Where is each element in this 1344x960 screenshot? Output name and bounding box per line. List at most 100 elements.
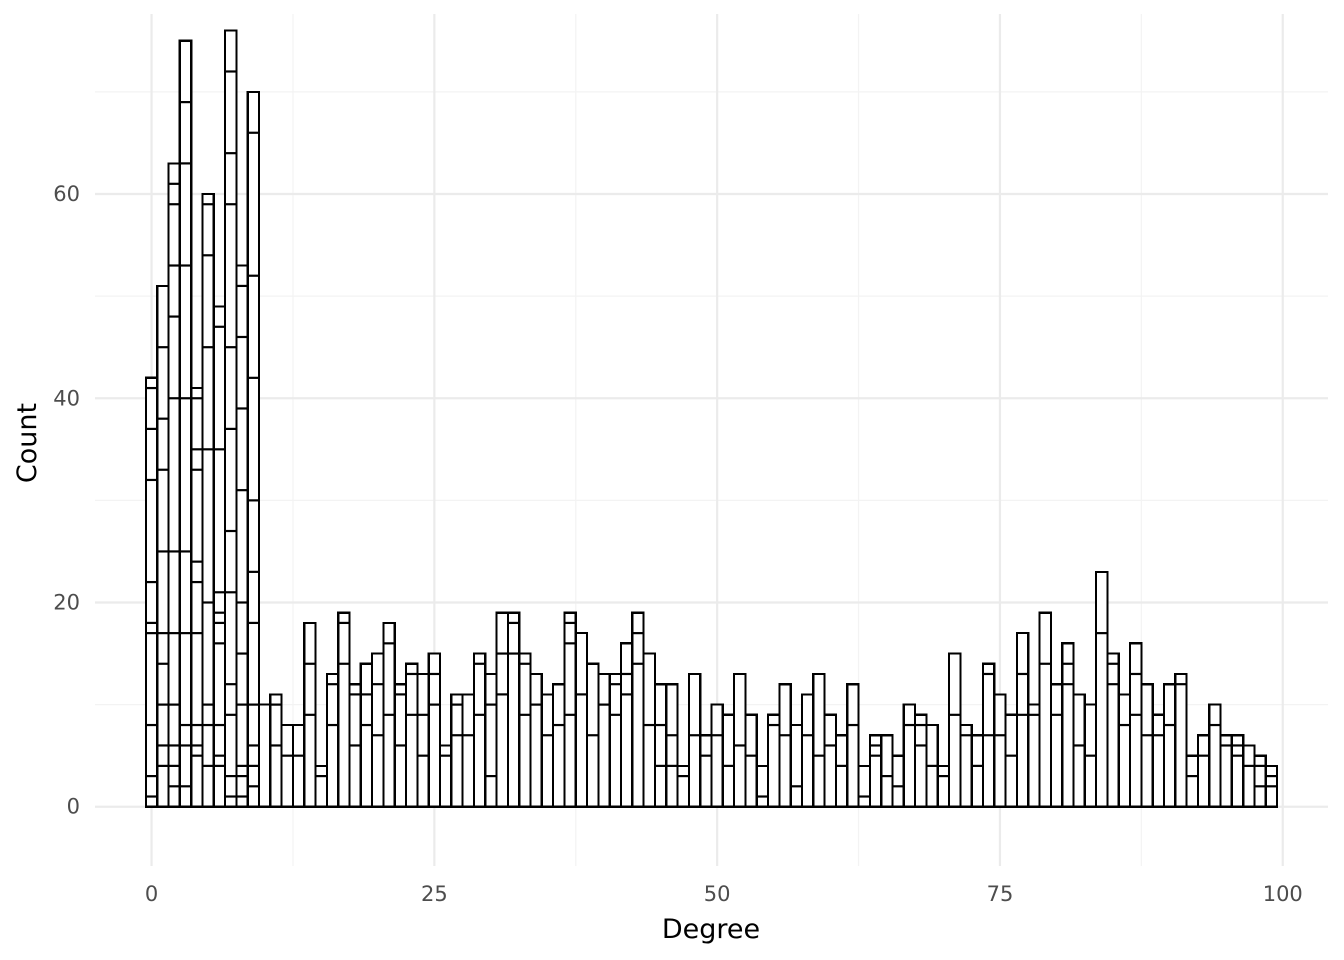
histogram-bar <box>959 723 973 808</box>
histogram-bar <box>619 642 634 808</box>
histogram-bar <box>1162 683 1177 808</box>
histogram-bar <box>1253 754 1267 808</box>
bar-rect <box>846 683 860 808</box>
bar-rect <box>518 652 532 808</box>
histogram-bar <box>1242 744 1256 808</box>
bar-rect <box>506 611 521 808</box>
histogram-bar <box>1140 683 1154 808</box>
histogram-bar <box>936 764 951 808</box>
y-tick-label: 20 <box>53 590 80 614</box>
y-tick-label: 60 <box>53 182 80 206</box>
histogram-bar <box>823 713 838 808</box>
bar-rect <box>857 764 871 808</box>
x-axis-title: Degree <box>662 914 760 945</box>
bar-rect <box>812 672 826 808</box>
x-tick-label: 0 <box>145 882 158 906</box>
histogram-bar <box>518 652 532 808</box>
bar-rect <box>1038 611 1052 808</box>
histogram-bar <box>778 683 792 808</box>
histogram-bar <box>608 672 623 808</box>
histogram-bar <box>1264 764 1279 808</box>
bar-rect <box>721 713 736 808</box>
bar-rect <box>223 29 238 808</box>
bar-rect <box>529 672 543 808</box>
bar-rect <box>1253 754 1267 808</box>
histogram-bar <box>574 632 589 808</box>
bar-rect <box>246 90 261 808</box>
histogram-bar <box>1004 713 1019 808</box>
bar-rect <box>993 693 1007 808</box>
x-tick-label: 75 <box>987 882 1014 906</box>
bar-rect <box>1185 754 1200 808</box>
bar-rect <box>359 662 374 808</box>
histogram-bar <box>1185 754 1200 808</box>
histogram-bar <box>223 29 238 808</box>
histogram-bar <box>1151 713 1166 808</box>
histogram-bar <box>1095 570 1109 808</box>
histogram-bar <box>1038 611 1052 808</box>
bar-rect <box>665 683 679 808</box>
bar-rect <box>427 652 442 808</box>
y-axis-title: Count <box>12 403 43 483</box>
histogram-bar <box>190 386 204 808</box>
histogram-bar <box>665 683 679 808</box>
histogram-bar <box>393 683 408 808</box>
bar-rect <box>1015 632 1030 808</box>
histogram-bar <box>348 683 362 808</box>
histogram-bar <box>834 734 849 808</box>
histogram-bar <box>914 713 928 808</box>
histogram-bar <box>699 734 713 808</box>
histogram-bar <box>721 713 736 808</box>
histogram-bar <box>733 672 747 808</box>
bar-rect <box>325 672 340 808</box>
histogram-bar <box>201 192 215 808</box>
bar-rect <box>540 693 555 808</box>
histogram-bar <box>970 734 985 808</box>
histogram-bar <box>868 734 883 808</box>
bar-rect <box>608 672 623 808</box>
histogram-bar <box>1219 734 1233 808</box>
histogram-bar <box>280 723 295 808</box>
histogram-bar <box>744 713 758 808</box>
bar-rect <box>653 683 668 808</box>
bar-rect <box>1072 693 1086 808</box>
bar-rect <box>1140 683 1154 808</box>
histogram-bar <box>484 672 498 808</box>
histogram-bar <box>1128 642 1143 808</box>
histogram-bar <box>529 672 543 808</box>
bar-rect <box>280 723 295 808</box>
histogram-bar <box>269 693 283 808</box>
histogram-bar <box>552 683 566 808</box>
bar-rect <box>1162 683 1177 808</box>
bar-rect <box>190 386 204 808</box>
bar-rect <box>178 39 193 808</box>
bar-rect <box>1004 713 1019 808</box>
histogram-bar <box>1174 672 1188 808</box>
histogram-bar <box>687 672 702 808</box>
bar-rect <box>710 703 724 808</box>
bar-rect <box>269 693 283 808</box>
bar-rect <box>404 662 419 808</box>
bar-rect <box>1106 652 1120 808</box>
histogram-bar <box>857 764 871 808</box>
bar-rect <box>744 713 758 808</box>
bar-rect <box>902 703 917 808</box>
bar-rect <box>1117 693 1132 808</box>
histogram-bar <box>212 305 227 808</box>
histogram-bar <box>1196 734 1211 808</box>
bar-rect <box>597 672 611 808</box>
histogram-bar <box>438 744 453 808</box>
histogram-bar <box>1027 703 1041 808</box>
histogram-bar <box>631 611 645 808</box>
histogram-bar <box>461 693 476 808</box>
bar-rect <box>676 764 690 808</box>
bar-rect <box>416 672 430 808</box>
bar-rect <box>1061 642 1075 808</box>
y-tick-label: 40 <box>53 386 80 410</box>
histogram-bar <box>450 693 464 808</box>
histogram-bar <box>880 734 894 808</box>
bar-rect <box>834 734 849 808</box>
histogram-bar <box>800 693 815 808</box>
y-tick-label: 0 <box>67 795 80 819</box>
